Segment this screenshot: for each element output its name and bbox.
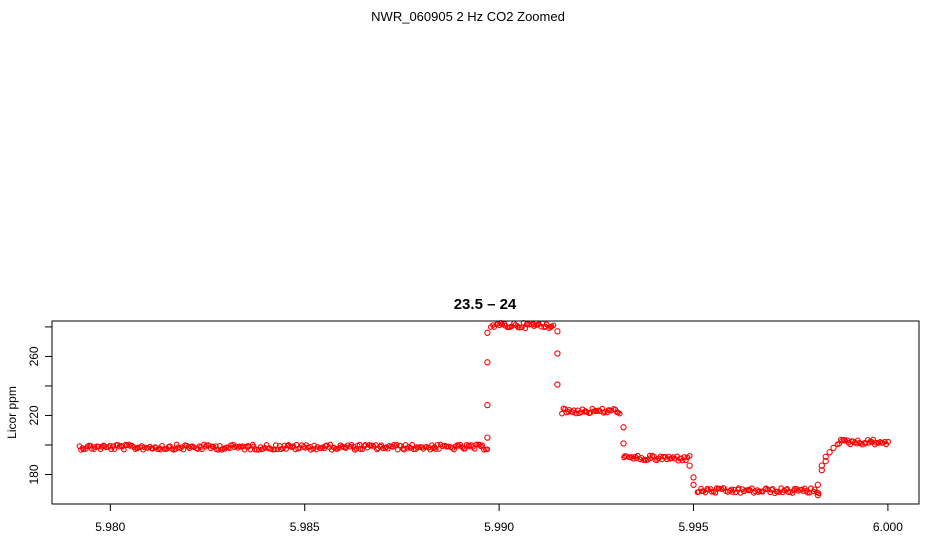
data-point: [473, 441, 480, 448]
transition-point: [484, 434, 491, 441]
data-point: [559, 410, 565, 417]
data-point: [134, 445, 140, 452]
data-point: [199, 446, 205, 453]
y-tick-label: 260: [27, 346, 41, 366]
transition-point: [690, 481, 697, 488]
transition-point: [814, 481, 822, 488]
data-point: [484, 446, 491, 453]
data-point: [769, 485, 776, 492]
transition-point: [620, 440, 627, 447]
data-point: [121, 446, 127, 453]
data-point: [516, 324, 523, 331]
data-point: [870, 436, 877, 443]
data-point: [686, 452, 693, 459]
transition-point: [484, 359, 491, 366]
data-point: [664, 456, 670, 463]
transition-point: [830, 444, 837, 452]
transition-point: [554, 350, 561, 357]
x-tick-label: 5.985: [290, 520, 320, 534]
data-point: [642, 456, 648, 463]
x-tick-label: 5.995: [678, 520, 708, 534]
data-point: [430, 445, 436, 452]
data-point: [107, 442, 113, 449]
data-point: [749, 485, 755, 492]
data-point: [743, 487, 749, 494]
chart-title: 23.5 – 24: [454, 296, 517, 313]
data-point: [302, 445, 308, 451]
transition-point: [686, 462, 693, 469]
transition-point: [484, 329, 491, 336]
data-point: [550, 322, 557, 329]
data-point: [218, 446, 225, 453]
y-axis: 180 220 260: [27, 326, 52, 484]
x-tick-label: 6.000: [873, 520, 903, 534]
transition-point: [818, 462, 825, 469]
transition-point: [822, 458, 829, 465]
data-point: [612, 406, 619, 413]
data-point: [235, 445, 241, 451]
data-point: [241, 446, 248, 453]
data-point: [478, 443, 484, 450]
points-layer: [76, 319, 891, 499]
data-point: [735, 485, 742, 491]
transition-point: [690, 474, 697, 481]
data-point: [409, 441, 416, 448]
transition-point: [814, 491, 822, 499]
data-point: [660, 453, 667, 460]
data-point: [223, 444, 230, 451]
data-point: [91, 444, 98, 450]
data-point: [80, 446, 87, 453]
data-point: [427, 446, 434, 453]
transition-point: [554, 381, 561, 388]
data-point: [683, 457, 689, 464]
y-axis-title: Licor ppm: [5, 386, 19, 439]
data-point: [721, 485, 727, 492]
data-point: [669, 455, 675, 462]
transition-point: [822, 453, 829, 460]
data-point: [283, 446, 289, 452]
data-point: [808, 485, 814, 492]
data-point: [79, 445, 86, 451]
data-point: [885, 438, 891, 445]
data-point: [250, 443, 257, 450]
data-point: [573, 410, 579, 417]
data-point: [784, 486, 790, 492]
data-point: [728, 486, 735, 493]
data-point: [327, 441, 334, 448]
data-point: [479, 442, 485, 449]
data-point: [173, 441, 180, 448]
data-point: [518, 324, 525, 331]
page-title: NWR_060905 2 Hz CO2 Zoomed: [371, 9, 565, 24]
transition-point: [484, 401, 491, 409]
data-point: [746, 486, 752, 493]
data-point: [789, 490, 796, 496]
transition-point: [620, 424, 627, 431]
data-point: [600, 410, 607, 416]
data-point: [280, 445, 286, 452]
data-point: [616, 410, 623, 417]
transition-point: [826, 449, 833, 456]
data-point: [357, 446, 364, 452]
data-point: [862, 440, 869, 447]
data-point: [353, 445, 360, 452]
transition-point: [818, 466, 825, 474]
data-point: [762, 486, 769, 492]
data-point: [768, 486, 775, 493]
x-axis: 5.980 5.985 5.990 5.995 6.000: [95, 504, 903, 534]
data-point: [526, 321, 533, 328]
y-tick-label: 180: [27, 464, 41, 484]
y-tick-label: 220: [27, 405, 41, 425]
x-tick-label: 5.980: [95, 520, 125, 534]
data-point: [391, 441, 397, 448]
transition-point: [554, 328, 561, 335]
data-point: [253, 446, 260, 453]
x-tick-label: 5.990: [484, 520, 514, 534]
plot-box: [51, 320, 920, 505]
data-point: [141, 444, 148, 451]
data-point: [866, 439, 872, 446]
data-point: [374, 446, 380, 453]
